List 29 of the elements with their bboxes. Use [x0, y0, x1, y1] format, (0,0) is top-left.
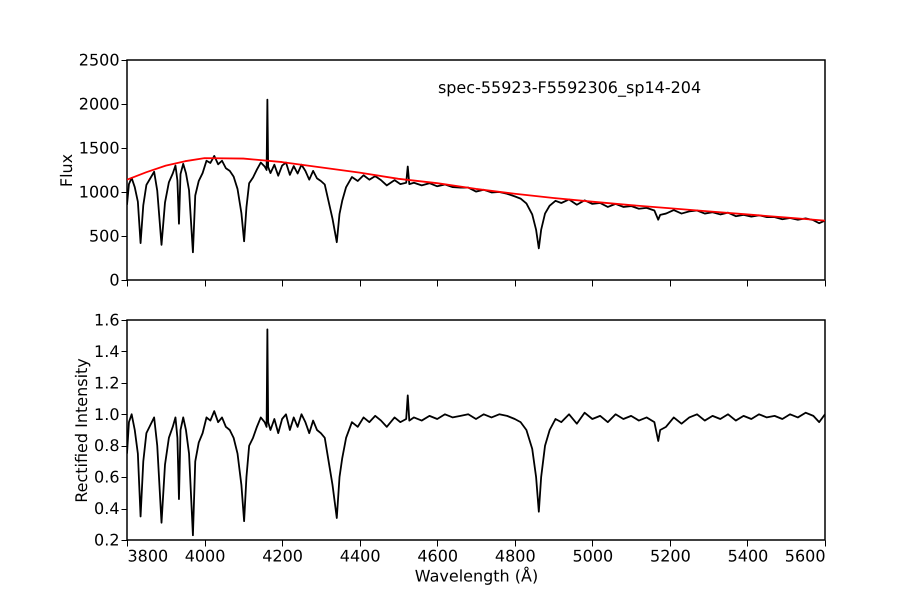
y-tick-label: 1.4: [94, 342, 120, 361]
line-series: [127, 157, 825, 222]
y-axis-title: Flux: [56, 154, 76, 188]
x-tick-label: 3800: [128, 546, 168, 566]
y-tick-label: 0: [109, 270, 120, 290]
y-tick-label: 1000: [78, 182, 120, 202]
x-tick-label: 5600: [784, 546, 826, 566]
x-axis-title: Wavelength (Å): [414, 566, 538, 586]
y-axis-title: Rectified Intensity: [72, 358, 92, 503]
y-tick-label: 0.8: [94, 436, 120, 456]
x-tick-label: 5200: [650, 546, 691, 566]
y-tick-label: 0.6: [94, 468, 120, 487]
y-tick-label: 1.6: [94, 310, 120, 330]
x-tick-label: 5000: [572, 546, 614, 566]
x-tick-label: 5400: [728, 546, 768, 566]
y-tick-label: 2500: [78, 50, 120, 70]
y-tick-label: 500: [88, 226, 120, 246]
y-tick-label: 0.2: [94, 530, 120, 550]
y-tick-label: 1.2: [94, 373, 120, 392]
x-tick-label: 4200: [262, 546, 303, 566]
x-tick-label: 4800: [494, 546, 536, 566]
y-tick-label: 1.0: [94, 404, 120, 424]
y-tick-label: 0.4: [94, 499, 120, 518]
x-tick-label: 4000: [184, 546, 226, 566]
text: spec-55923-F5592306_sp14-204: [438, 78, 702, 97]
x-tick-label: 4600: [417, 546, 458, 566]
y-tick-label: 2000: [78, 94, 120, 114]
y-tick-label: 1500: [78, 138, 120, 158]
x-tick-label: 4400: [340, 546, 381, 566]
